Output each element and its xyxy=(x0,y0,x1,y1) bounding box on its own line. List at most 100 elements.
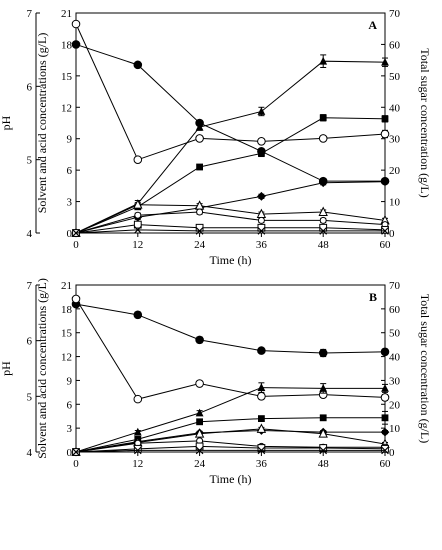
data-point xyxy=(319,227,328,235)
data-point xyxy=(319,56,328,65)
left-inner-tick-label: 9 xyxy=(67,134,73,146)
right-tick-label: 20 xyxy=(389,165,401,177)
data-point xyxy=(71,294,81,304)
data-point xyxy=(381,444,389,453)
ph-axis-label: pH xyxy=(0,115,13,130)
data-point xyxy=(256,423,267,433)
left-inner-tick-label: 18 xyxy=(61,304,73,316)
data-point xyxy=(72,229,80,237)
right-axis-label: Total sugar concentration (g/L) xyxy=(418,48,432,197)
data-point xyxy=(195,227,204,235)
data-point xyxy=(318,178,328,188)
right-tick-label: 30 xyxy=(389,375,401,387)
data-point xyxy=(133,155,143,164)
series-line xyxy=(75,181,386,234)
ph-tick-label: 7 xyxy=(27,8,33,20)
data-point xyxy=(257,137,266,146)
series-circle-filled xyxy=(71,299,390,358)
series-circle-filled xyxy=(71,40,390,186)
data-point xyxy=(133,199,143,209)
left-inner-tick-label: 12 xyxy=(61,102,72,114)
series-line xyxy=(75,211,386,234)
left-inner-tick-label: 3 xyxy=(67,197,73,209)
left-inner-tick-label: 21 xyxy=(61,280,72,292)
right-tick-label: 10 xyxy=(389,197,401,209)
left-inner-tick-label: 3 xyxy=(67,423,73,435)
series-line xyxy=(75,298,386,400)
left-inner-tick-label: 18 xyxy=(61,39,73,51)
data-point xyxy=(133,220,142,229)
series-line xyxy=(75,428,386,453)
data-point xyxy=(257,383,266,391)
ph-axis-label: pH xyxy=(0,361,13,376)
series-line xyxy=(75,204,386,234)
data-point xyxy=(319,114,327,122)
data-point xyxy=(319,414,327,422)
left-inner-tick-label: 21 xyxy=(61,8,72,20)
x-tick-label: 36 xyxy=(256,239,268,251)
left-inner-tick-label: 15 xyxy=(61,71,73,83)
series-square-open xyxy=(72,220,389,237)
data-point xyxy=(257,216,265,224)
series-line xyxy=(75,303,386,354)
data-point xyxy=(258,415,265,422)
x-tick-label: 48 xyxy=(318,239,330,251)
right-tick-label: 60 xyxy=(389,304,401,316)
right-tick-label: 10 xyxy=(389,423,401,435)
series-square-filled xyxy=(72,410,389,456)
data-point xyxy=(380,347,390,357)
data-point xyxy=(318,428,328,438)
left-inner-tick-label: 0 xyxy=(67,447,73,459)
data-point xyxy=(381,414,389,422)
left-inner-tick-label: 9 xyxy=(67,375,73,387)
right-tick-label: 30 xyxy=(389,134,401,146)
data-point xyxy=(257,107,266,115)
data-point xyxy=(194,428,205,438)
series-cross xyxy=(72,226,389,237)
right-tick-label: 0 xyxy=(389,447,395,459)
data-point xyxy=(381,225,389,234)
series-diamond-filled xyxy=(71,177,390,238)
data-point xyxy=(318,348,328,358)
data-point xyxy=(319,383,328,392)
ph-tick-label: 7 xyxy=(27,280,33,292)
data-point xyxy=(257,227,266,235)
data-point xyxy=(381,227,389,235)
data-point xyxy=(318,206,328,216)
data-point xyxy=(195,122,204,131)
ph-tick-label: 4 xyxy=(27,447,33,459)
series-line xyxy=(75,387,385,453)
series-line xyxy=(75,224,386,234)
right-tick-label: 50 xyxy=(389,71,401,83)
panel-label: A xyxy=(368,18,377,32)
panel-label: B xyxy=(369,290,377,304)
series-cross xyxy=(72,446,389,456)
data-point xyxy=(195,379,204,388)
ph-tick-label: 5 xyxy=(27,391,33,403)
series-line xyxy=(75,23,386,161)
right-axis-label: Total sugar concentration (g/L) xyxy=(418,294,432,443)
data-point xyxy=(381,446,389,455)
data-point xyxy=(133,446,142,455)
data-point xyxy=(257,444,266,452)
x-tick-label: 60 xyxy=(380,458,392,470)
data-point xyxy=(258,149,265,157)
data-point xyxy=(257,346,266,355)
data-point xyxy=(257,191,266,201)
x-axis-label: Time (h) xyxy=(210,253,252,267)
left-inner-axis-label: Solvent and acid concentrations (g/L) xyxy=(35,278,49,459)
right-tick-label: 50 xyxy=(389,328,401,340)
x-tick-label: 12 xyxy=(132,239,143,251)
data-point xyxy=(133,226,142,234)
data-point xyxy=(381,115,389,123)
ph-tick-label: 5 xyxy=(27,155,33,167)
right-tick-label: 0 xyxy=(389,228,395,240)
plot-frame xyxy=(75,12,386,234)
plot-frame xyxy=(75,284,386,453)
ph-tick-label: 6 xyxy=(27,336,33,348)
left-inner-axis-label: Solvent and acid concentrations (g/L) xyxy=(35,33,49,214)
left-inner-tick-label: 0 xyxy=(67,228,73,240)
series-circle-open xyxy=(71,19,390,164)
